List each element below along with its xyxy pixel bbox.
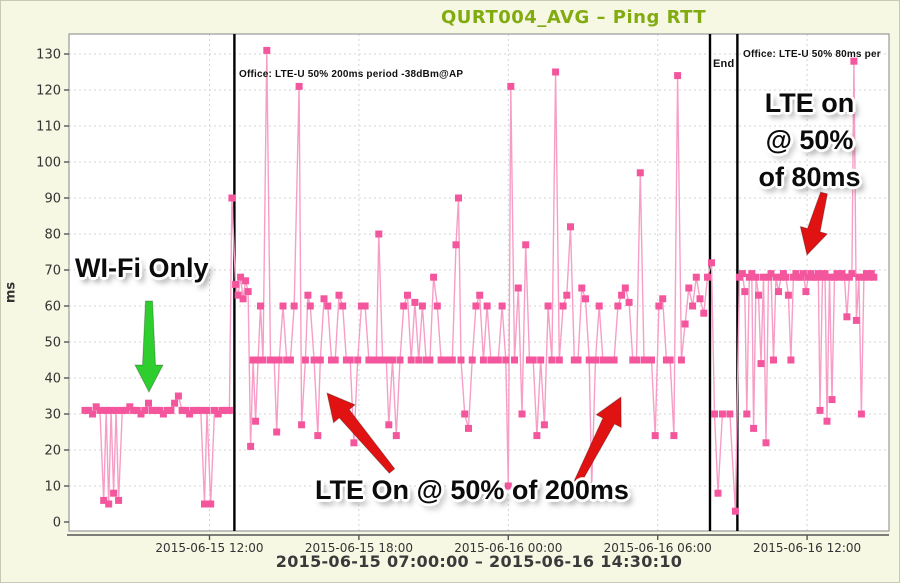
svg-text:2015-06-16 12:00: 2015-06-16 12:00	[753, 541, 861, 555]
lte-80ms-label-line1: LTE on	[764, 88, 855, 118]
x-tick-labels: 2015-06-15 12:00 2015-06-15 18:00 2015-06-…	[155, 541, 861, 555]
svg-text:2015-06-15 18:00: 2015-06-15 18:00	[305, 541, 413, 555]
svg-text:0: 0	[53, 516, 61, 531]
svg-text:130: 130	[36, 48, 61, 63]
wifi-only-label: WI-Fi Only	[75, 253, 209, 283]
lte200-right-up-arrow	[573, 396, 622, 486]
svg-text:40: 40	[44, 372, 61, 387]
svg-text:10: 10	[44, 480, 61, 495]
svg-text:2015-06-16 06:00: 2015-06-16 06:00	[604, 541, 712, 555]
office-200ms-annotation: Office: LTE-U 50% 200ms period -38dBm@AP	[239, 69, 464, 80]
annotation-arrows	[134, 191, 829, 486]
lte-80ms-label-line3: of 80ms	[758, 162, 861, 192]
svg-text:90: 90	[44, 192, 61, 207]
svg-text:2015-06-16 00:00: 2015-06-16 00:00	[454, 541, 562, 555]
lte-80ms-label: LTE on @ 50% of 80ms	[737, 85, 882, 196]
svg-text:60: 60	[44, 300, 61, 315]
svg-text:2015-06-15 12:00: 2015-06-15 12:00	[155, 541, 263, 555]
chart-title: QURT004_AVG – Ping RTT	[441, 7, 707, 28]
svg-text:80: 80	[44, 228, 61, 243]
x-range-label: 2015-06-15 07:00:00 – 2015-06-16 14:30:1…	[275, 552, 683, 571]
lte-200ms-label: LTE On @ 50% of 200ms	[315, 475, 629, 505]
svg-text:70: 70	[44, 264, 61, 279]
plot-border	[68, 33, 890, 532]
svg-text:100: 100	[36, 156, 61, 171]
axes-layer	[64, 53, 889, 540]
rtt-series-markers	[81, 46, 878, 515]
svg-text:110: 110	[36, 120, 61, 135]
office-80ms-annotation: Office: LTE-U 50% 80ms per	[743, 49, 881, 60]
lte-80ms-label-line2: @ 50%	[765, 125, 854, 155]
lte200-left-up-arrow	[326, 392, 396, 474]
svg-text:50: 50	[44, 336, 61, 351]
y-axis-unit-label: ms	[3, 281, 19, 304]
y-tick-labels: 0 10 20 30 40 50 60 70 80 90 100 110 120 130	[36, 48, 61, 531]
svg-text:30: 30	[44, 408, 61, 423]
end-marker-label: End	[713, 58, 735, 70]
lte80-down-arrow	[799, 191, 829, 257]
svg-text:120: 120	[36, 84, 61, 99]
svg-text:20: 20	[44, 444, 61, 459]
wifi-down-arrow	[134, 300, 164, 394]
